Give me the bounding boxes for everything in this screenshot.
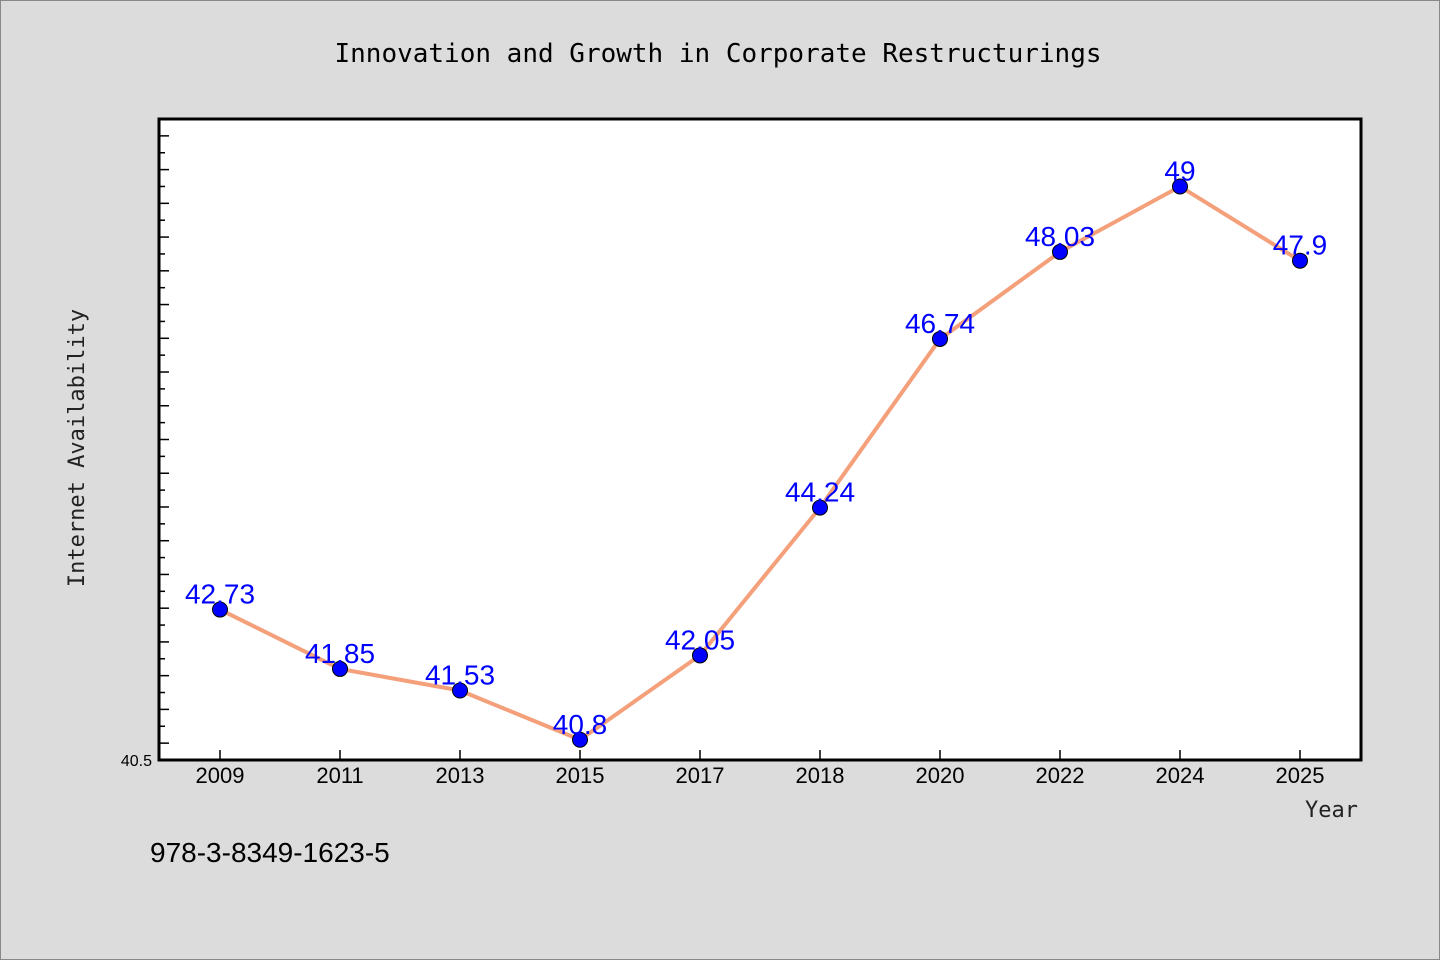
series-line — [219, 184, 1302, 742]
isbn-text: 978-3-8349-1623-5 — [150, 837, 390, 868]
x-tick-label: 2013 — [436, 763, 485, 788]
x-tick-label: 2022 — [1036, 763, 1085, 788]
data-point — [572, 731, 588, 748]
x-tick-label: 2015 — [556, 763, 605, 788]
data-label: 41.85 — [305, 638, 375, 669]
data-point — [1292, 252, 1308, 269]
data-point — [332, 660, 348, 677]
data-point — [812, 499, 828, 516]
chart-title: Innovation and Growth in Corporate Restr… — [334, 39, 1101, 69]
data-point — [932, 330, 948, 347]
x-tick-label: 2020 — [916, 763, 965, 788]
data-labels: 42.73 41.85 41.53 40.8 42.05 44.24 46.74 48.03 4… — [185, 155, 1327, 739]
x-tick-label: 2025 — [1276, 763, 1325, 788]
data-label: 42.73 — [185, 579, 255, 610]
data-point — [1052, 243, 1068, 260]
x-tick-label: 2017 — [676, 763, 725, 788]
data-label: 48.03 — [1025, 221, 1095, 252]
plot-area — [157, 117, 1363, 762]
x-axis-ticks: 2009 2011 2013 2015 2017 2018 2020 2022 2024 2025 — [196, 750, 1325, 788]
data-label: 41.53 — [425, 660, 495, 691]
data-label: 47.9 — [1273, 230, 1328, 261]
x-tick-label: 2018 — [796, 763, 845, 788]
x-tick-label: 2009 — [196, 763, 245, 788]
y-axis-label: Internet Availability — [65, 309, 90, 587]
y-axis-ticks — [159, 118, 169, 761]
data-label: 46.74 — [905, 308, 975, 339]
data-point — [452, 682, 468, 699]
x-tick-label: 2011 — [316, 763, 363, 788]
data-label: 49 — [1164, 155, 1195, 186]
x-tick-label: 2024 — [1156, 763, 1205, 788]
data-point — [212, 601, 228, 618]
data-point — [692, 647, 708, 664]
data-label: 40.8 — [553, 709, 608, 740]
data-point — [1172, 178, 1188, 195]
data-label: 42.05 — [665, 624, 735, 655]
x-axis-label: Year — [1305, 798, 1358, 823]
y-tick-label-min: 40.5 — [121, 753, 152, 770]
data-label: 44.24 — [785, 477, 855, 508]
series-markers — [212, 178, 1308, 748]
